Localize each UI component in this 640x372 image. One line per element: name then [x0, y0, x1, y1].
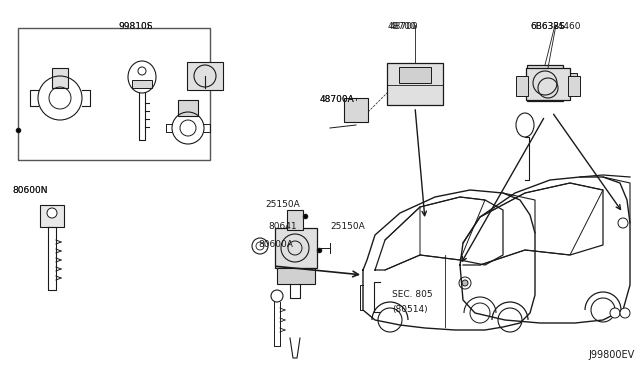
Bar [40, 205, 64, 227]
Text: 6B632S: 6B632S [530, 22, 564, 31]
Bar [527, 65, 563, 101]
Circle shape [620, 308, 630, 318]
Text: 99810S: 99810S [118, 22, 152, 31]
Circle shape [256, 242, 264, 250]
Circle shape [610, 308, 620, 318]
Bar [178, 100, 198, 116]
Bar [287, 210, 303, 230]
Text: 84460: 84460 [552, 22, 580, 31]
Bar [526, 68, 570, 100]
Text: 48700A: 48700A [320, 95, 355, 104]
Bar [52, 68, 68, 88]
Text: 80641: 80641 [268, 222, 296, 231]
Bar [399, 67, 431, 83]
Text: 48700A: 48700A [320, 95, 355, 104]
Text: 48700: 48700 [390, 22, 419, 31]
Text: SEC. 805: SEC. 805 [392, 290, 433, 299]
Text: 25150A: 25150A [330, 222, 365, 231]
Bar [344, 98, 368, 122]
Bar [187, 62, 223, 90]
Bar [275, 228, 317, 268]
Bar [277, 268, 315, 284]
Text: 25150A: 25150A [265, 200, 300, 209]
Text: 99810S: 99810S [118, 22, 152, 31]
Text: 80600N: 80600N [12, 186, 47, 195]
Text: (80514): (80514) [392, 305, 428, 314]
Text: 48700: 48700 [388, 22, 417, 31]
Text: 6B632S: 6B632S [530, 22, 564, 31]
Circle shape [47, 208, 57, 218]
Bar [132, 80, 152, 88]
Text: 80600N: 80600N [12, 186, 47, 195]
Bar [563, 73, 577, 93]
Text: 80600A: 80600A [258, 240, 293, 249]
Bar [568, 76, 580, 96]
Bar [18, 28, 210, 160]
Circle shape [462, 280, 468, 286]
Text: J99800EV: J99800EV [589, 350, 635, 360]
Bar [387, 63, 443, 105]
Bar [516, 76, 528, 96]
